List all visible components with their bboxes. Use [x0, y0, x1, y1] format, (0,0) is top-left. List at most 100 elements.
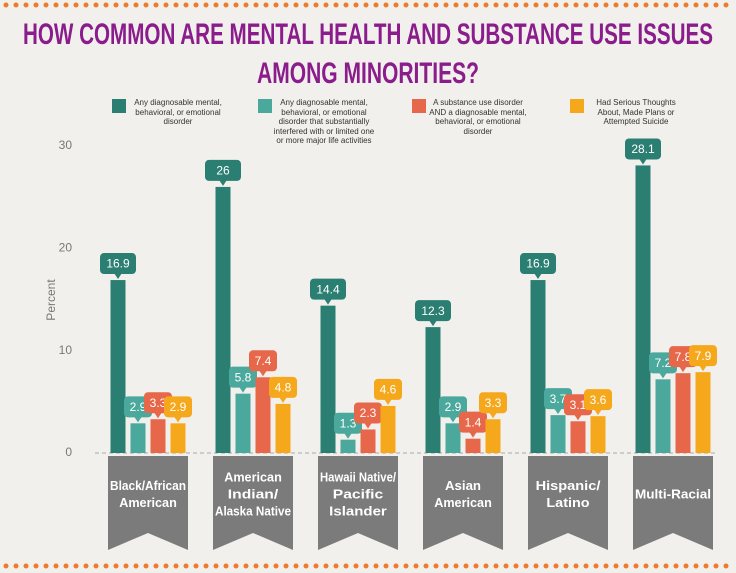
callout-pointer — [489, 412, 497, 419]
x-tick-label: Asian — [445, 478, 481, 493]
value-label: 28.1 — [631, 142, 655, 156]
bar — [695, 372, 711, 453]
legend-swatch — [258, 99, 272, 113]
y-tick-label: 30 — [59, 138, 73, 152]
callout-pointer — [219, 179, 227, 186]
value-label: 4.8 — [275, 381, 292, 395]
value-label: 12.3 — [421, 304, 445, 318]
legend-label: Had Serious Thoughts About, Made Plans o… — [596, 98, 676, 126]
callout-pointer — [574, 414, 582, 421]
value-label: 7.9 — [695, 349, 712, 363]
category-ribbon — [633, 456, 713, 550]
value-callout — [164, 396, 192, 418]
value-label: 16.9 — [526, 257, 550, 271]
category-ribbon — [423, 456, 503, 550]
value-label: 4.6 — [380, 383, 397, 397]
value-callout — [354, 402, 382, 424]
callout-pointer — [469, 431, 477, 438]
value-label: 26 — [216, 164, 230, 178]
value-callout — [520, 253, 556, 275]
value-callout — [205, 159, 241, 181]
legend-label: Any diagnosable mental, behavioral, or e… — [273, 98, 375, 145]
callout-pointer — [449, 416, 457, 423]
bar — [530, 280, 546, 453]
callout-pointer — [554, 408, 562, 415]
callout-pointer — [259, 370, 267, 377]
value-label: 14.4 — [316, 282, 340, 296]
bar — [465, 438, 481, 453]
callout-pointer — [174, 416, 182, 423]
value-label: 7.4 — [255, 354, 272, 368]
x-tick-label: American — [434, 495, 492, 510]
category-ribbon — [318, 456, 398, 550]
callout-pointer — [429, 320, 437, 327]
value-label: 3.6 — [590, 393, 607, 407]
callout-pointer — [114, 273, 122, 280]
bar — [130, 423, 146, 453]
value-callout — [415, 300, 451, 322]
bar — [485, 419, 501, 453]
legend-swatch — [412, 99, 426, 113]
category-ribbon — [528, 456, 608, 550]
value-callout — [269, 376, 297, 398]
value-callout — [625, 138, 661, 160]
x-tick-label: Alaska Native — [215, 503, 291, 518]
x-tick-label: Multi-Racial — [635, 486, 711, 501]
value-callout — [584, 389, 612, 411]
value-label: 3.3 — [150, 396, 167, 410]
bar — [425, 327, 441, 453]
bar — [215, 186, 231, 453]
category-ribbon — [108, 456, 188, 550]
bar — [170, 423, 186, 453]
callout-pointer — [679, 366, 687, 373]
callout-pointer — [239, 386, 247, 393]
value-label: 5.8 — [235, 370, 252, 384]
chart-title: HOW COMMON ARE MENTAL HEALTH AND SUBSTAN… — [23, 18, 713, 51]
value-callout — [689, 345, 717, 367]
bar — [570, 421, 586, 453]
legend-label: Any diagnosable mental, behavioral, or e… — [134, 98, 222, 126]
bar — [550, 415, 566, 453]
legend-swatch — [570, 99, 584, 113]
y-axis-label: Percent — [44, 279, 58, 321]
x-tick-label: Hispanic/ — [536, 478, 601, 493]
category-ribbon — [213, 456, 293, 550]
callout-pointer — [344, 432, 352, 439]
callout-pointer — [534, 273, 542, 280]
chart-title: AMONG MINORITIES? — [257, 57, 479, 90]
value-label: 2.9 — [170, 400, 187, 414]
bar — [340, 439, 356, 453]
y-tick-label: 10 — [59, 343, 73, 357]
value-callout — [310, 278, 346, 300]
x-tick-label: Black/African — [110, 478, 186, 493]
callout-pointer — [699, 365, 707, 372]
legend-label: A substance use disorder AND a diagnosab… — [429, 98, 527, 136]
value-callout — [439, 396, 467, 418]
bar — [635, 165, 651, 453]
value-label: 16.9 — [106, 257, 130, 271]
bar — [590, 416, 606, 453]
callout-pointer — [594, 409, 602, 416]
x-tick-label: American — [119, 495, 177, 510]
bar — [275, 403, 291, 453]
callout-pointer — [279, 396, 287, 403]
value-callout — [479, 392, 507, 414]
bar — [675, 373, 691, 453]
legend-swatch — [112, 99, 126, 113]
value-label: 3.3 — [485, 396, 502, 410]
bar — [150, 419, 166, 453]
bar — [320, 305, 336, 453]
bar — [360, 429, 376, 453]
callout-pointer — [659, 372, 667, 379]
x-tick-label: Hawaii Native/ — [320, 469, 396, 484]
callout-pointer — [384, 398, 392, 405]
value-callout — [374, 378, 402, 400]
value-callout — [100, 253, 136, 275]
value-label: 2.9 — [445, 400, 462, 414]
bar — [255, 377, 271, 453]
callout-pointer — [639, 158, 647, 165]
value-label: 1.3 — [340, 416, 357, 430]
value-label: 7.2 — [655, 356, 672, 370]
value-label: 3.1 — [570, 398, 587, 412]
